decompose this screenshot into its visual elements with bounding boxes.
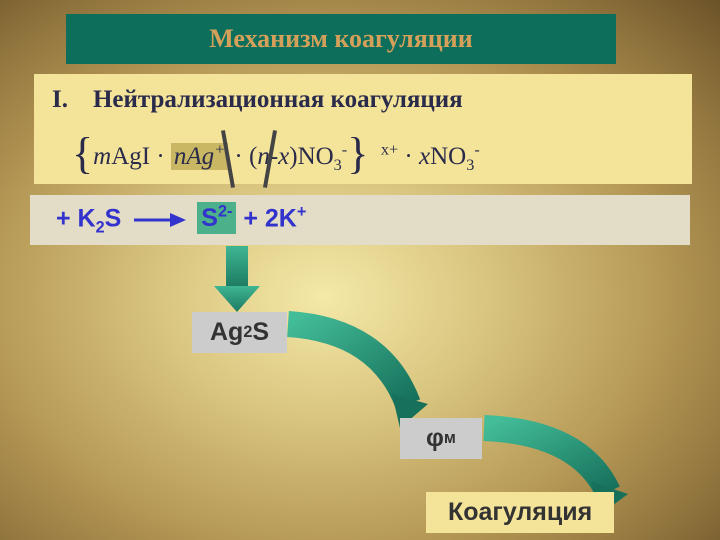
phi-symbol: φ	[426, 424, 444, 453]
ag2s-sub: 2	[243, 323, 252, 342]
node-coagulation: Коагуляция	[426, 492, 614, 533]
no3-1: NO	[298, 143, 334, 170]
k2s-s: S	[105, 204, 122, 232]
title-text: Механизм коагуляции	[209, 24, 473, 54]
section-block: I. Нейтрализационная коагуляция {mAgI · …	[34, 74, 692, 184]
section-numeral: I.	[52, 86, 68, 113]
no3-2: NO	[430, 143, 466, 170]
dot3: ·	[404, 143, 412, 170]
dot1: ·	[156, 143, 164, 170]
formula-agi: AgI	[111, 143, 150, 170]
paren-close: )	[289, 143, 297, 170]
arrow-down-1	[206, 246, 266, 316]
formula-ag: Ag	[186, 143, 214, 170]
section-heading-text: Нейтрализационная коагуляция	[93, 86, 463, 113]
x-charge: x+	[381, 141, 398, 159]
reaction-band: + K2S S2- + 2K+	[30, 195, 690, 245]
reaction-plus1: + K	[56, 204, 96, 232]
reaction-text: + K2S S2- + 2K+	[56, 203, 306, 237]
ag-ion-highlight: nAg+	[171, 143, 228, 170]
reaction-plus2: + 2K	[236, 204, 296, 232]
no3-1-sub: 3	[334, 156, 342, 174]
ag2s-text: Ag	[210, 318, 243, 347]
s-ion-highlight: S2-	[197, 202, 236, 234]
formula-x: x	[419, 143, 430, 170]
phi-sub: м	[444, 429, 456, 448]
coagulation-text: Коагуляция	[448, 498, 592, 526]
no3-2-charge: -	[474, 141, 479, 159]
s-ion-charge: 2-	[218, 203, 232, 221]
dot2: ·	[234, 143, 242, 170]
ag2s-s: S	[252, 318, 269, 347]
micelle-formula: {mAgI · nAg+ · (n-x)NO3-} x+ · xNO3-	[52, 124, 674, 175]
formula-m: m	[93, 143, 111, 170]
brace-left: {	[72, 129, 93, 178]
k-charge: +	[297, 203, 307, 221]
section-heading: I. Нейтрализационная коагуляция	[52, 86, 674, 114]
title-bar: Механизм коагуляции	[66, 14, 616, 64]
brace-right: }	[347, 129, 368, 178]
formula-n: n	[174, 143, 187, 170]
k2s-sub: 2	[96, 218, 105, 236]
reaction-arrow-icon	[132, 209, 186, 231]
s-ion: S	[201, 204, 218, 232]
